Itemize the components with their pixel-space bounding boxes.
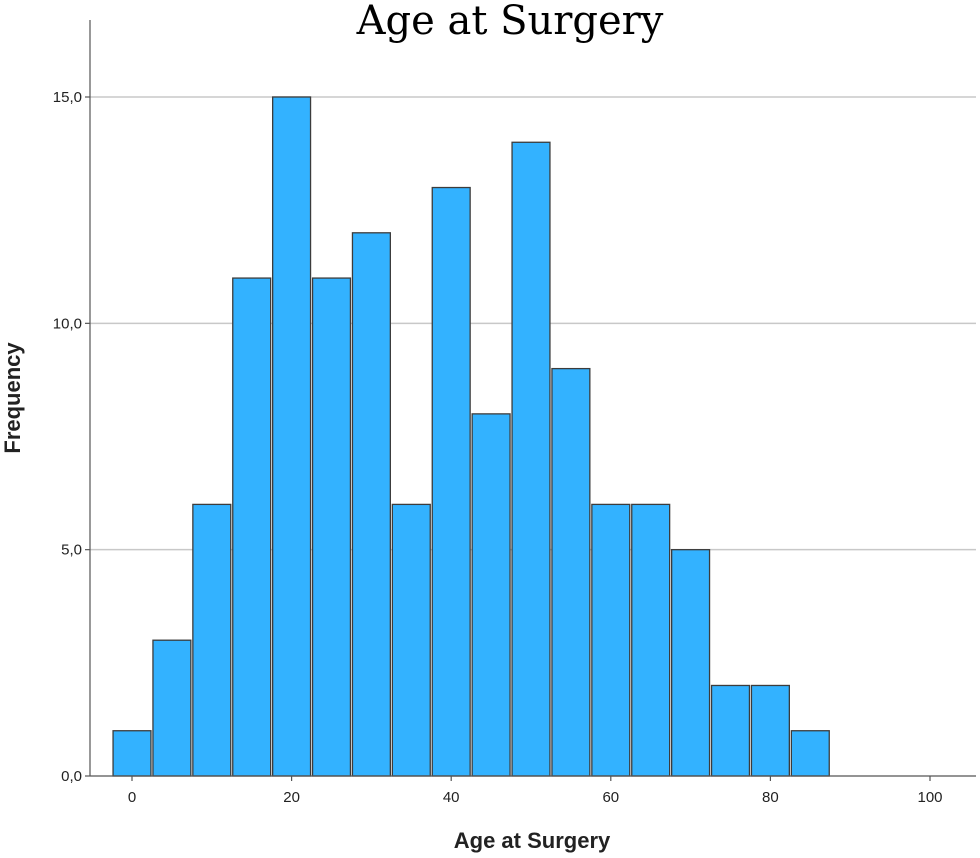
bar-4 (271, 96, 312, 777)
axes (85, 20, 976, 781)
x-tick-label: 60 (602, 789, 619, 806)
bar-13 (631, 503, 671, 777)
bar-14 (671, 549, 711, 777)
y-tick-label: 15,0 (53, 89, 82, 106)
y-tick-label: 10,0 (53, 315, 82, 332)
x-tick-label: 0 (128, 789, 136, 806)
bar-10 (511, 141, 551, 777)
bar-3 (232, 277, 272, 777)
x-tick-label: 40 (443, 789, 460, 806)
bar-17 (790, 730, 830, 777)
bar-9 (471, 413, 511, 777)
tick-labels: 0,0 5,0 10,0 15,0 0 20 40 60 80 100 (53, 89, 943, 806)
bar-2 (192, 503, 232, 777)
bar-6 (351, 232, 392, 777)
x-tick-label: 100 (917, 789, 942, 806)
bars (112, 96, 830, 777)
bar-15 (710, 684, 751, 777)
y-tick-label: 0,0 (61, 768, 82, 785)
bar-0 (112, 730, 152, 777)
chart-title: Age at Surgery (356, 0, 664, 44)
bar-12 (591, 503, 631, 777)
bar-8 (431, 186, 471, 777)
bar-11 (551, 367, 591, 777)
bar-16 (750, 684, 791, 777)
bar-1 (152, 639, 192, 777)
bar-7 (391, 503, 431, 777)
bar-5 (311, 277, 352, 777)
y-axis-label: Frequency (0, 342, 25, 454)
x-tick-label: 20 (283, 789, 300, 806)
x-axis-label: Age at Surgery (454, 828, 611, 853)
x-tick-label: 80 (762, 789, 779, 806)
y-tick-label: 5,0 (61, 542, 82, 559)
